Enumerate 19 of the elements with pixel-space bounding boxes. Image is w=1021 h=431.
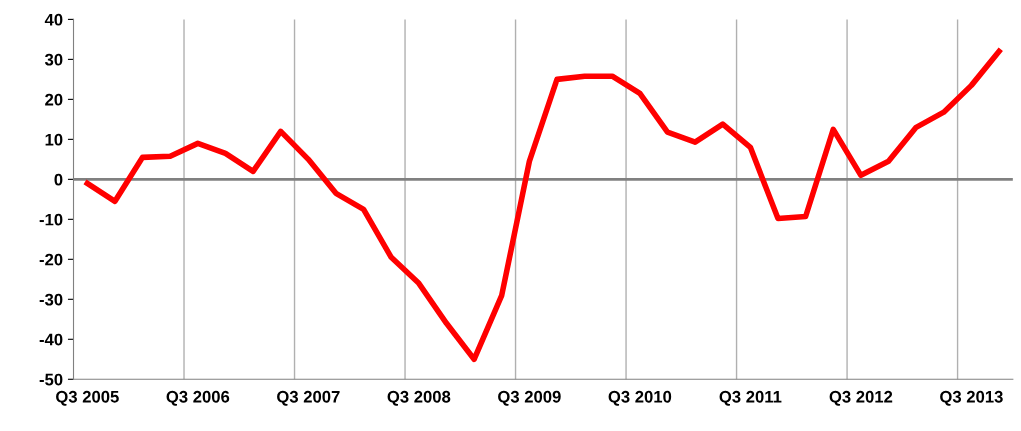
x-tick-label: Q3 2009 xyxy=(498,390,561,406)
x-tick-label: Q3 2012 xyxy=(829,390,893,406)
y-tick-label: -20 xyxy=(39,253,63,266)
x-tick-label: Q3 2007 xyxy=(277,390,340,406)
x-tick-label: Q3 2013 xyxy=(940,390,1003,406)
y-tick-label: -30 xyxy=(39,293,63,306)
x-tick-label: Q3 2006 xyxy=(166,390,230,406)
y-tick-label: 10 xyxy=(45,133,63,146)
x-tick-label: Q3 2011 xyxy=(719,390,782,406)
y-tick-label: 0 xyxy=(54,173,63,186)
y-tick-label: -40 xyxy=(39,333,63,346)
y-tick-label: -10 xyxy=(39,213,63,226)
x-tick-label: Q3 2010 xyxy=(608,390,672,406)
y-tick-label: 40 xyxy=(44,13,63,26)
y-tick-label: 30 xyxy=(44,53,63,66)
y-tick-label: -50 xyxy=(39,373,63,386)
x-tick-label: Q3 2008 xyxy=(387,390,451,406)
x-tick-label: Q3 2005 xyxy=(56,390,119,406)
y-tick-label: 20 xyxy=(45,93,63,106)
